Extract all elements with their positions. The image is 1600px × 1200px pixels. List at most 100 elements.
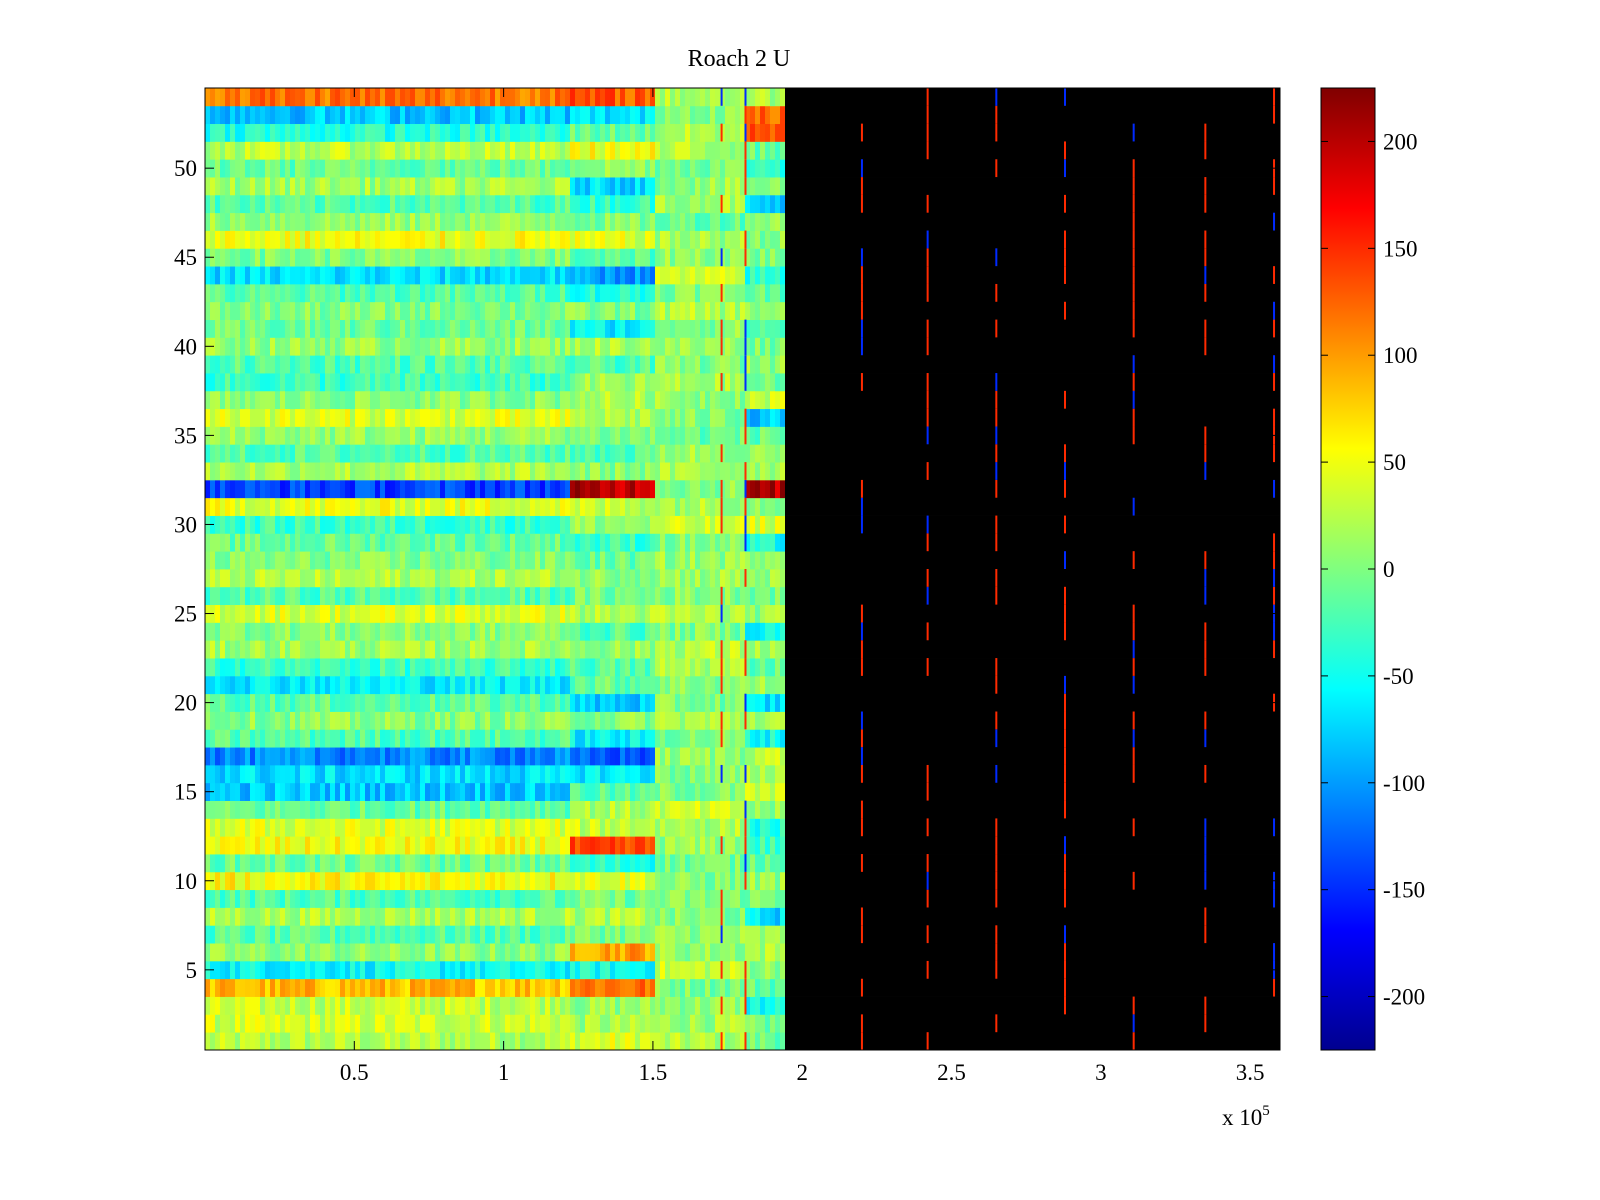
heatmap-cell: [240, 871, 245, 891]
heatmap-cell: [665, 729, 670, 748]
heatmap-cell: [1245, 818, 1250, 837]
heatmap-cell: [775, 818, 780, 837]
heatmap-cell: [910, 907, 915, 926]
heatmap-cell: [1270, 889, 1275, 908]
heatmap-cell: [1020, 943, 1025, 962]
heatmap-cell: [1115, 1032, 1120, 1051]
heatmap-cell: [720, 800, 725, 819]
heatmap-cell: [295, 1032, 300, 1051]
heatmap-cell: [750, 658, 755, 677]
heatmap-cell: [260, 836, 265, 855]
heatmap-cell: [765, 658, 770, 677]
heatmap-cell: [985, 925, 990, 944]
heatmap-cell: [455, 658, 460, 677]
heatmap-cell: [1110, 782, 1115, 801]
heatmap-cell: [470, 1014, 475, 1033]
heatmap-cell: [905, 764, 910, 784]
heatmap-cell: [275, 996, 280, 1015]
heatmap-cell: [290, 675, 295, 695]
heatmap-cell: [270, 764, 275, 784]
heatmap-cell: [735, 978, 740, 997]
heatmap-cell: [345, 1014, 350, 1033]
heatmap-cell: [895, 711, 900, 730]
heatmap-cell: [1195, 925, 1200, 944]
heatmap-cell: [345, 889, 350, 908]
heatmap-cell: [1270, 836, 1275, 855]
heatmap-cell: [950, 764, 955, 784]
heatmap-cell: [1155, 907, 1160, 926]
heatmap-cell: [1020, 747, 1025, 766]
heatmap-cell: [245, 996, 250, 1015]
heatmap-cell: [745, 711, 750, 730]
heatmap-cell: [580, 640, 585, 659]
heatmap-cell: [1035, 782, 1040, 801]
heatmap-cell: [1135, 675, 1140, 695]
heatmap-cell: [980, 800, 985, 819]
heatmap-cell: [650, 925, 655, 944]
heatmap-cell: [535, 889, 540, 908]
heatmap-cell: [765, 818, 770, 837]
heatmap-cell: [570, 854, 575, 873]
heatmap-cell: [280, 1032, 285, 1051]
heatmap-cell: [920, 658, 925, 677]
heatmap-cell: [580, 960, 585, 980]
heatmap-cell: [355, 836, 360, 855]
heatmap-cell: [940, 764, 945, 784]
heatmap-cell: [370, 978, 375, 997]
heatmap-cell: [385, 640, 390, 659]
heatmap-cell: [225, 622, 230, 641]
heatmap-cell: [665, 943, 670, 962]
heatmap-cell: [310, 943, 315, 962]
heatmap-cell: [1155, 729, 1160, 748]
heatmap-cell: [1170, 996, 1175, 1015]
heatmap-cell: [380, 871, 385, 891]
heatmap-cell: [1165, 675, 1170, 695]
heatmap-cell: [910, 996, 915, 1015]
heatmap-cell: [830, 836, 835, 855]
heatmap-cell: [915, 960, 920, 980]
heatmap-cell: [810, 925, 815, 944]
heatmap-cell: [1200, 747, 1205, 766]
heatmap-cell: [1105, 764, 1110, 784]
heatmap-cell: [695, 764, 700, 784]
heatmap-cell: [960, 729, 965, 748]
heatmap-cell: [1260, 818, 1265, 837]
heatmap-cell: [530, 978, 535, 997]
heatmap-cell: [405, 747, 410, 766]
heatmap-cell: [430, 871, 435, 891]
heatmap-cell: [485, 1032, 490, 1051]
heatmap-cell: [465, 764, 470, 784]
heatmap-cell: [410, 1014, 415, 1033]
heatmap-cell: [1245, 693, 1250, 712]
heatmap-cell: [950, 693, 955, 712]
heatmap-cell: [630, 836, 635, 855]
heatmap-cell: [1085, 889, 1090, 908]
heatmap-cell: [950, 711, 955, 730]
heatmap-cell: [650, 747, 655, 766]
heatmap-cell: [670, 889, 675, 908]
heatmap-cell: [645, 782, 650, 801]
heatmap-cell: [1265, 693, 1270, 712]
heatmap-cell: [1060, 711, 1065, 730]
heatmap-cell: [645, 836, 650, 855]
heatmap-cell: [835, 782, 840, 801]
heatmap-cell: [725, 960, 730, 980]
heatmap-cell: [300, 1032, 305, 1051]
heatmap-cell: [810, 907, 815, 926]
heatmap-cell: [820, 711, 825, 730]
heatmap-cell: [1025, 764, 1030, 784]
heatmap-cell: [715, 836, 720, 855]
heatmap-cell: [1000, 658, 1005, 677]
heatmap-cell: [655, 1032, 660, 1051]
heatmap-cell: [1075, 693, 1080, 712]
heatmap-cell: [870, 818, 875, 837]
heatmap-cell: [680, 711, 685, 730]
heatmap-cell: [430, 622, 435, 641]
heatmap-cell: [800, 782, 805, 801]
heatmap-cell: [670, 729, 675, 748]
heatmap-cell: [925, 729, 930, 748]
heatmap-cell: [345, 978, 350, 997]
heatmap-cell: [1140, 764, 1145, 784]
heatmap-cell: [330, 978, 335, 997]
heatmap-cell: [715, 764, 720, 784]
